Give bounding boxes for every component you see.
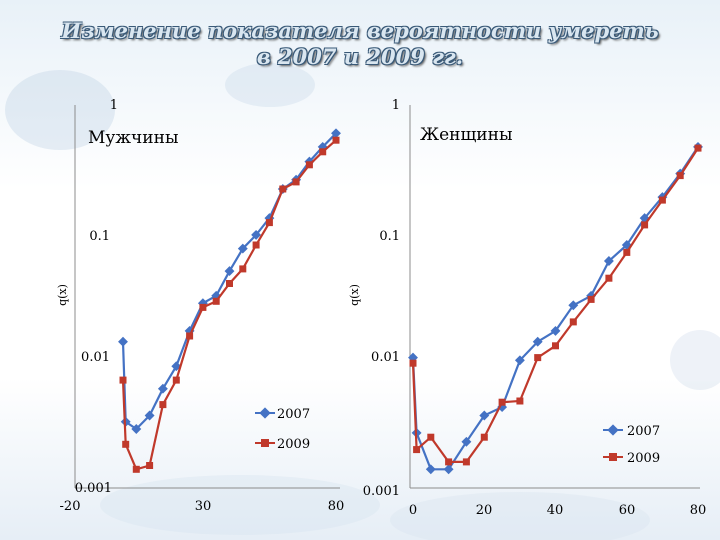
men-series-2009-point xyxy=(226,280,233,287)
men-xtick-80: 80 xyxy=(328,499,345,514)
women-series-group xyxy=(408,141,703,475)
men-series-2009-point xyxy=(132,465,140,473)
women-series-2007-point xyxy=(532,336,543,347)
men-series-2009-point xyxy=(239,265,247,273)
women-chart: 1 0.1 0.01 0.001 0 20 40 60 80 Женщины q… xyxy=(348,98,706,518)
women-legend-2009-label: 2009 xyxy=(627,451,660,466)
women-series-2007-point xyxy=(425,464,436,475)
men-series-2009-point xyxy=(199,303,207,311)
women-legend-2007-label: 2007 xyxy=(627,424,660,439)
men-panel-label: Мужчины xyxy=(88,128,178,148)
men-series-2009-point xyxy=(252,241,260,249)
men-series-2009-point xyxy=(319,148,327,156)
men-ytick-0001: 0.001 xyxy=(75,481,112,496)
page-title: Изменение показателя вероятности умереть… xyxy=(0,18,720,70)
women-series-2007-point xyxy=(603,256,614,266)
men-legend-2007-marker xyxy=(259,407,271,419)
women-series-2007-point xyxy=(443,464,454,475)
men-series-2007-point xyxy=(144,410,155,421)
women-ytick-01: 0.1 xyxy=(379,229,400,244)
women-panel-label: Женщины xyxy=(420,125,513,145)
men-series-2009-point xyxy=(172,376,180,384)
women-series-2009-point xyxy=(462,458,470,466)
men-series-2007-point xyxy=(131,424,142,434)
men-ytick-001: 0.01 xyxy=(81,350,110,365)
women-series-2007-point xyxy=(568,300,579,311)
women-xtick-40: 40 xyxy=(547,503,564,518)
women-series-2007-line xyxy=(411,146,699,471)
men-series-2009-point xyxy=(265,219,273,227)
men-series-2007-point xyxy=(224,266,235,277)
women-series-2009-point xyxy=(534,354,542,362)
women-series-2009-point xyxy=(427,433,435,441)
men-series-2007-point xyxy=(331,128,341,139)
men-ylabel: q(x) xyxy=(56,284,69,306)
women-xtick-60: 60 xyxy=(619,503,636,518)
men-xtick-neg20: -20 xyxy=(60,499,81,514)
men-legend-2009-label: 2009 xyxy=(277,437,310,452)
men-series-2009-point xyxy=(212,297,220,305)
women-series-2009-point xyxy=(498,398,506,406)
men-series-2009-point xyxy=(186,332,194,340)
men-series-2009-point xyxy=(119,376,127,384)
men-chart: 1 0.1 0.01 0.001 -20 30 80 Мужчины q(x) … xyxy=(56,98,344,514)
women-series-2009-point xyxy=(552,342,559,350)
men-ytick-1: 1 xyxy=(110,98,118,113)
men-series-2007-point xyxy=(251,229,262,240)
women-series-2009-point xyxy=(587,295,595,303)
women-ylabel: q(x) xyxy=(348,284,361,306)
men-legend-2009-marker xyxy=(261,439,269,447)
men-series-group xyxy=(118,128,341,473)
women-series-2007-point xyxy=(479,410,490,421)
men-legend-2007-label: 2007 xyxy=(277,407,310,422)
women-series-2007-point xyxy=(461,436,472,447)
women-series-2009-line xyxy=(411,147,699,463)
men-series-2009-point xyxy=(159,401,167,409)
women-series-2007-point xyxy=(550,325,561,336)
men-series-2007-point xyxy=(237,243,248,254)
men-series-2009-point xyxy=(279,185,287,193)
men-legend: 2007 2009 xyxy=(255,407,310,452)
women-series-2009-point xyxy=(413,446,421,454)
women-series-2009-point xyxy=(623,248,631,256)
women-ytick-1: 1 xyxy=(392,98,400,113)
men-series-2009-point xyxy=(305,161,313,169)
men-series-2009-point xyxy=(146,462,154,469)
title-line-2: в 2007 и 2009 гг. xyxy=(256,44,464,69)
women-ytick-001: 0.01 xyxy=(371,350,400,365)
women-series-2009-point xyxy=(516,397,524,405)
women-series-2009-point xyxy=(605,274,613,282)
men-xtick-30: 30 xyxy=(195,499,212,514)
women-ytick-0001: 0.001 xyxy=(363,484,400,499)
women-series-2009-point xyxy=(445,458,453,466)
women-xtick-20: 20 xyxy=(476,503,493,518)
women-xtick-80: 80 xyxy=(690,503,707,518)
women-series-2009-point xyxy=(480,433,488,441)
women-series-2009-point xyxy=(658,196,666,204)
men-series-2007-point xyxy=(157,383,168,394)
women-series-2009-point xyxy=(694,144,702,152)
men-ytick-01: 0.1 xyxy=(89,229,110,244)
women-series-2009-point xyxy=(569,318,577,326)
women-legend-2009-marker xyxy=(609,453,617,461)
men-series-2009-point xyxy=(332,136,340,144)
women-legend: 2007 2009 xyxy=(603,424,660,466)
men-series-2007-point xyxy=(118,336,128,347)
men-series-2009-point xyxy=(122,440,130,448)
title-line-1: Изменение показателя вероятности умереть xyxy=(61,18,659,43)
women-series-2007-point xyxy=(514,355,525,366)
women-legend-2007-marker xyxy=(607,424,619,436)
women-series-2009-point xyxy=(676,172,684,180)
women-xtick-0: 0 xyxy=(409,503,417,518)
men-series-2009-point xyxy=(292,178,300,186)
women-series-2009-point xyxy=(641,221,649,229)
women-series-2009-point xyxy=(409,359,417,367)
